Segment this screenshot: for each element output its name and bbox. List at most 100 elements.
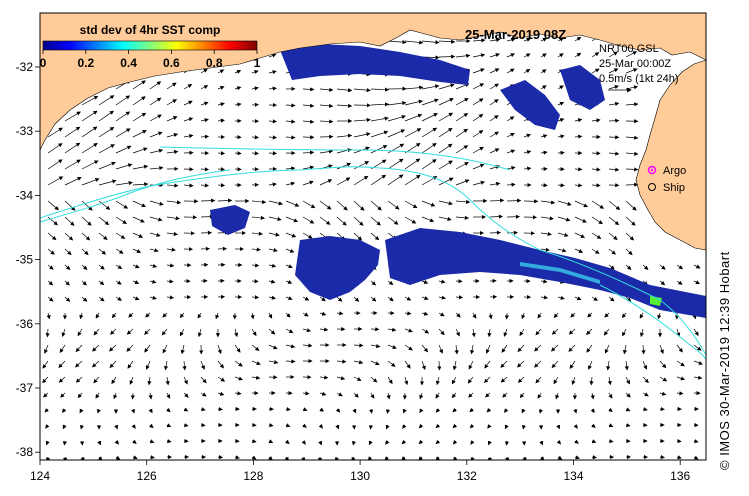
- current-arrow: [402, 408, 407, 414]
- current-arrow: [421, 113, 438, 122]
- current-arrow: [574, 167, 583, 172]
- current-arrow: [285, 166, 296, 171]
- current-arrow: [79, 408, 84, 414]
- current-arrow: [217, 151, 226, 156]
- current-arrow: [468, 360, 474, 370]
- current-arrow: [608, 248, 616, 255]
- current-arrow: [404, 85, 424, 90]
- current-arrow: [387, 360, 396, 367]
- current-arrow: [336, 392, 343, 397]
- current-arrow: [149, 455, 155, 460]
- current-arrow: [574, 183, 583, 188]
- current-arrow: [43, 392, 49, 398]
- current-arrow: [568, 344, 576, 352]
- colorbar-tick-label: 0.2: [77, 56, 94, 70]
- current-arrow: [569, 360, 576, 369]
- land-eyre-peninsula: [635, 59, 707, 251]
- current-arrow: [469, 423, 475, 429]
- current-arrow: [79, 424, 84, 430]
- current-arrow: [81, 216, 92, 226]
- sst-stddev-patches: [210, 44, 706, 318]
- current-arrow: [557, 183, 565, 188]
- sst-patch-mid: [295, 236, 380, 300]
- current-arrow: [500, 360, 508, 368]
- current-arrow: [251, 70, 259, 75]
- current-arrow: [419, 392, 424, 400]
- current-arrow: [489, 53, 500, 58]
- current-arrow: [538, 408, 543, 414]
- current-arrow: [149, 439, 155, 444]
- current-arrow: [591, 183, 601, 188]
- current-arrow: [435, 408, 441, 413]
- current-arrow: [251, 328, 257, 337]
- current-arrow: [573, 424, 578, 429]
- current-arrow: [166, 279, 174, 284]
- current-arrow: [166, 263, 175, 268]
- current-arrow: [75, 344, 83, 353]
- current-arrow: [659, 455, 665, 460]
- current-arrow: [404, 128, 422, 138]
- current-arrow: [285, 328, 294, 333]
- current-arrow: [551, 360, 559, 369]
- current-arrow: [81, 280, 87, 286]
- current-arrow: [591, 439, 597, 444]
- current-arrow: [285, 264, 293, 269]
- current-arrow: [438, 295, 446, 300]
- current-arrow: [642, 360, 648, 370]
- current-arrow: [353, 117, 371, 123]
- current-arrow: [115, 455, 121, 460]
- current-arrow: [45, 440, 50, 446]
- current-arrow: [234, 86, 242, 91]
- current-arrow: [523, 69, 531, 74]
- current-arrow: [369, 408, 374, 414]
- current-arrow: [200, 118, 209, 123]
- current-arrow: [438, 279, 446, 284]
- current-arrow: [455, 279, 463, 284]
- current-arrow: [180, 344, 185, 355]
- current-arrow: [353, 343, 364, 348]
- current-arrow: [251, 86, 259, 91]
- current-arrow: [506, 198, 522, 203]
- current-arrow: [98, 200, 111, 210]
- current-arrow: [302, 119, 315, 124]
- current-arrow: [418, 423, 424, 429]
- current-arrow: [639, 328, 645, 338]
- current-arrow: [421, 98, 439, 106]
- current-arrow: [574, 52, 582, 58]
- current-arrow: [540, 295, 549, 300]
- current-arrow: [534, 360, 542, 368]
- current-arrow: [319, 119, 334, 124]
- current-arrow: [115, 264, 123, 269]
- current-arrow: [387, 376, 393, 385]
- current-arrow: [523, 53, 531, 58]
- current-arrow: [540, 37, 548, 42]
- current-arrow: [217, 198, 233, 203]
- current-arrow: [506, 165, 516, 171]
- current-arrow: [455, 145, 469, 154]
- current-arrow: [489, 115, 499, 122]
- current-arrow: [251, 215, 265, 220]
- current-arrow: [574, 248, 584, 253]
- current-arrow: [438, 143, 453, 154]
- current-arrow: [693, 360, 703, 365]
- current-arrow: [115, 232, 126, 239]
- current-arrow: [319, 391, 327, 396]
- current-arrow: [200, 360, 205, 370]
- current-arrow: [506, 68, 515, 74]
- current-arrow: [45, 424, 50, 429]
- ship-label: Ship: [663, 182, 685, 194]
- current-arrow: [693, 455, 699, 460]
- current-arrow: [574, 439, 579, 444]
- current-arrow: [81, 264, 88, 270]
- colorbar-tick-label: 0: [40, 56, 47, 70]
- current-arrow: [161, 328, 168, 336]
- current-arrow: [97, 440, 102, 446]
- current-arrow: [540, 150, 548, 155]
- current-arrow: [568, 328, 576, 335]
- current-arrow: [573, 408, 578, 414]
- current-arrow: [217, 407, 223, 412]
- current-arrow: [132, 439, 137, 444]
- current-arrow: [115, 296, 122, 301]
- current-arrow: [657, 312, 662, 320]
- current-arrow: [557, 37, 564, 42]
